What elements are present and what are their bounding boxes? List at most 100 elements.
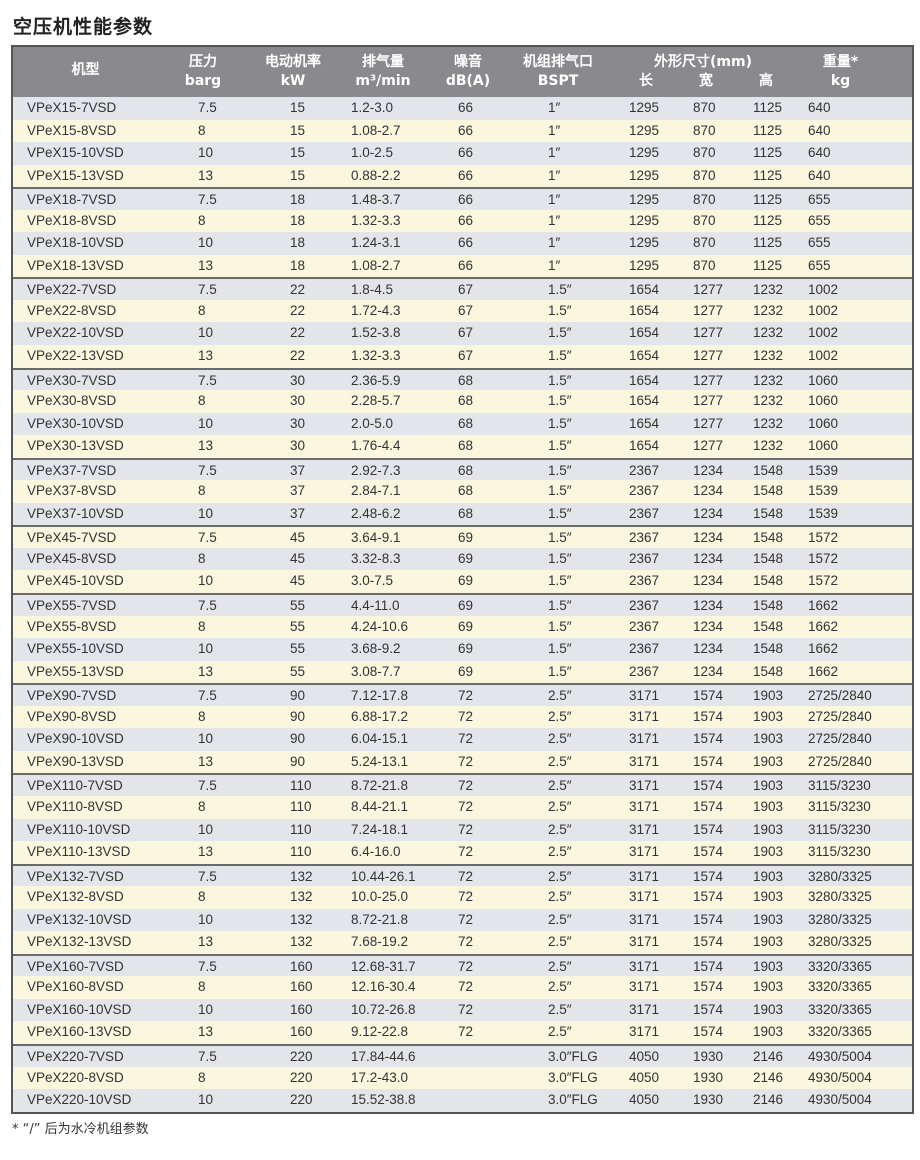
cell-noise: 69: [458, 550, 474, 566]
cell-height: 1548: [753, 550, 784, 566]
cell-length: 2367: [629, 573, 660, 589]
cell-length: 1295: [629, 235, 660, 251]
cell-flow: 10.72-26.8: [351, 1001, 416, 1017]
cell-width: 1574: [693, 753, 724, 769]
cell-model: VPeX132-7VSD: [27, 868, 124, 884]
cell-weight: 640: [808, 145, 831, 161]
cell-power: 15: [290, 145, 306, 161]
cell-noise: 66: [458, 100, 474, 115]
cell-length: 3171: [629, 844, 660, 860]
cell-weight: 1002: [808, 282, 839, 298]
cell-length: 1295: [629, 257, 660, 273]
cell-weight: 3115/3230: [808, 821, 871, 837]
table-row: VPeX30-7VSD 7.5 30 2.36-5.9 68 1.5″ 1654 1277 12…: [13, 367, 912, 391]
table-row: VPeX15-10VSD 10 15 1.0-2.5 66 1″ 1295 870 1125 64…: [13, 142, 912, 165]
cell-pressure: 7.5: [198, 1048, 217, 1064]
cell-weight: 640: [808, 100, 831, 115]
cell-outlet: 1″: [548, 235, 561, 251]
cell-height: 2146: [753, 1092, 784, 1108]
cell-outlet: 1.5″: [548, 663, 572, 679]
cell-noise: 66: [458, 235, 474, 251]
cell-model: VPeX110-10VSD: [27, 821, 131, 837]
cell-weight: 1060: [808, 372, 839, 388]
cell-model: VPeX15-10VSD: [27, 145, 124, 161]
cell-power: 160: [290, 979, 313, 995]
cell-noise: 69: [458, 598, 474, 614]
cell-pressure: 7.5: [198, 868, 217, 884]
cell-flow: 17.84-44.6: [351, 1048, 416, 1064]
cell-power: 90: [290, 731, 306, 747]
cell-width: 1234: [693, 663, 724, 679]
cell-pressure: 10: [198, 235, 214, 251]
cell-model: VPeX45-8VSD: [27, 550, 117, 566]
cell-noise: 66: [458, 212, 474, 228]
table-row: VPeX110-13VSD 13 110 6.4-16.0 72 2.5″ 3171 1574…: [13, 841, 912, 864]
cell-outlet: 1″: [548, 100, 561, 115]
cell-model: VPeX55-13VSD: [27, 663, 124, 679]
cell-flow: 3.64-9.1: [351, 530, 401, 546]
cell-length: 1654: [629, 348, 660, 364]
cell-weight: 3280/3325: [808, 934, 872, 950]
cell-width: 1930: [693, 1092, 724, 1108]
table-row: VPeX45-7VSD 7.5 45 3.64-9.1 69 1.5″ 2367 1234 15…: [13, 525, 912, 548]
cell-weight: 1662: [808, 598, 839, 614]
cell-noise: 67: [458, 325, 474, 341]
cell-flow: 1.0-2.5: [351, 145, 394, 161]
cell-pressure: 10: [198, 821, 214, 837]
header-length: 长: [639, 73, 653, 89]
cell-length: 1654: [629, 282, 660, 298]
cell-pressure: 7.5: [198, 778, 217, 794]
cell-pressure: 13: [198, 348, 214, 364]
cell-pressure: 10: [198, 415, 214, 431]
cell-flow: 1.76-4.4: [351, 438, 401, 454]
table-row: VPeX18-7VSD 7.5 18 1.48-3.7 66 1″ 1295 870 1125 6…: [13, 187, 912, 210]
cell-pressure: 7.5: [198, 530, 217, 546]
cell-power: 132: [290, 934, 313, 950]
cell-noise: 68: [458, 393, 474, 409]
cell-width: 1277: [693, 438, 724, 454]
table-row: VPeX15-8VSD 8 15 1.08-2.7 66 1″ 1295 870 1125 640: [13, 119, 912, 143]
table-row: VPeX55-8VSD 8 55 4.24-10.6 69 1.5″ 2367 1234 154…: [13, 615, 912, 639]
cell-outlet: 3.0″FLG: [548, 1048, 598, 1064]
table-row: VPeX22-10VSD 10 22 1.52-3.8 67 1.5″ 1654 1277 12…: [13, 322, 912, 346]
cell-height: 1548: [753, 462, 784, 478]
cell-power: 90: [290, 688, 306, 704]
cell-height: 1903: [753, 979, 784, 995]
cell-width: 1930: [693, 1069, 724, 1085]
table-row: VPeX90-8VSD 8 90 6.88-17.2 72 2.5″ 3171 1574 190…: [13, 705, 912, 729]
cell-flow: 4.24-10.6: [351, 618, 409, 634]
cell-length: 3171: [629, 911, 660, 927]
cell-width: 1277: [693, 325, 724, 341]
cell-width: 1574: [693, 708, 724, 724]
cell-height: 1548: [753, 483, 784, 499]
cell-model: VPeX55-7VSD: [27, 598, 117, 614]
cell-length: 2367: [629, 641, 660, 657]
cell-outlet: 1.5″: [548, 618, 572, 634]
cell-weight: 1002: [808, 302, 839, 318]
cell-length: 3171: [629, 778, 660, 794]
cell-power: 30: [290, 393, 306, 409]
cell-height: 1125: [753, 100, 783, 115]
cell-length: 2367: [629, 462, 660, 478]
cell-width: 870: [693, 145, 716, 161]
cell-weight: 1572: [808, 530, 839, 546]
cell-weight: 1539: [808, 483, 839, 499]
cell-noise: 69: [458, 530, 474, 546]
table-row: VPeX55-13VSD 13 55 3.08-7.7 69 1.5″ 2367 1234 15…: [13, 660, 912, 684]
cell-weight: 640: [808, 122, 831, 138]
table-row: VPeX220-10VSD 10 220 15.52-38.8 3.0″FLG 4050 1…: [13, 1089, 912, 1112]
cell-length: 4050: [629, 1069, 660, 1085]
cell-noise: 69: [458, 641, 474, 657]
cell-outlet: 1.5″: [548, 573, 572, 589]
cell-power: 22: [290, 282, 306, 298]
cell-weight: 3115/3230: [808, 844, 871, 860]
table-row: VPeX18-8VSD 8 18 1.32-3.3 66 1″ 1295 870 1125 655: [13, 209, 912, 233]
cell-flow: 3.0-7.5: [351, 573, 394, 589]
cell-flow: 1.08-2.7: [351, 257, 401, 273]
cell-width: 1574: [693, 868, 724, 884]
cell-outlet: 1″: [548, 122, 561, 138]
cell-outlet: 1″: [548, 257, 561, 273]
header-outlet: 机组排气口 BSPT: [523, 54, 593, 89]
cell-outlet: 2.5″: [548, 778, 572, 794]
page-title: 空压机性能参数: [13, 16, 154, 38]
